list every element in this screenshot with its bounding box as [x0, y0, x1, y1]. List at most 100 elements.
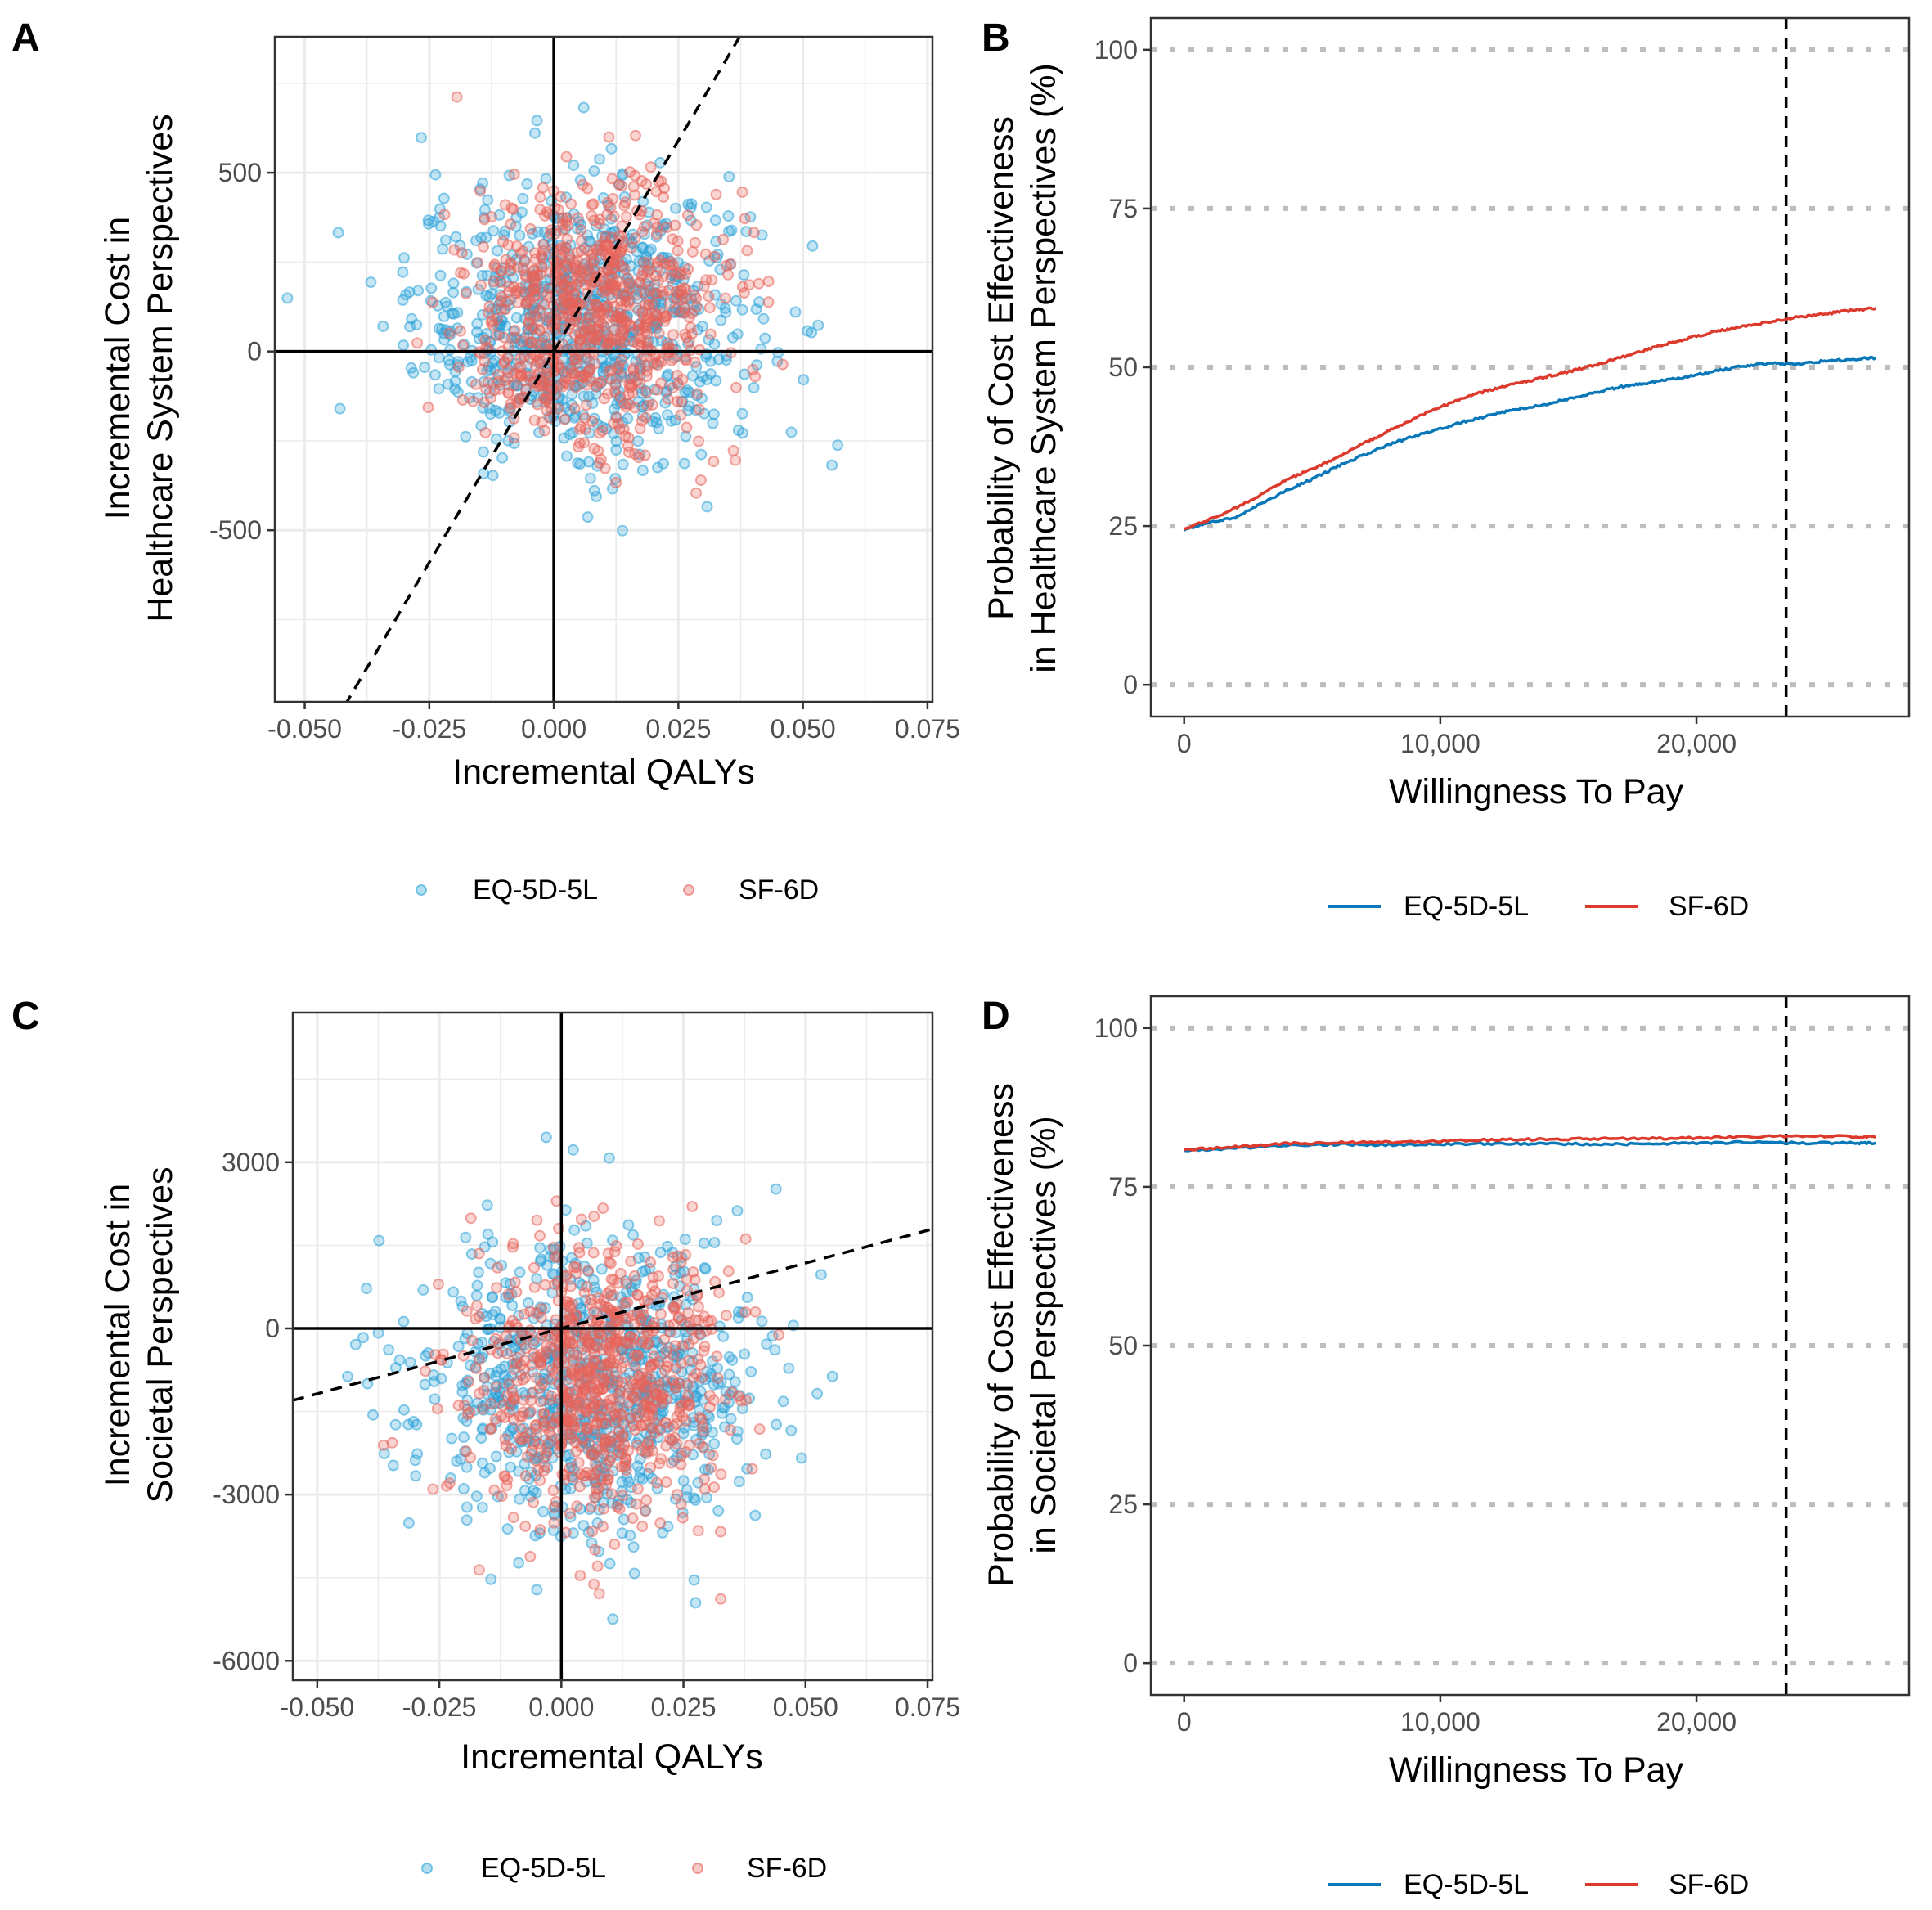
- scatter-point: [731, 1205, 744, 1217]
- scatter-point: [597, 1202, 609, 1214]
- scatter-point: [510, 312, 523, 324]
- panel-d-ceac: D Willingness To Pay Probability of Cost…: [982, 995, 1911, 1790]
- scatter-point: [524, 337, 537, 348]
- legend-a-sf6d-label: SF-6D: [739, 874, 819, 906]
- scatter-point: [712, 1372, 724, 1384]
- scatter-point: [451, 91, 463, 103]
- scatter-point: [708, 1481, 720, 1494]
- legend-d-sf6d-label: SF-6D: [1669, 1869, 1749, 1900]
- scatter-point: [601, 344, 613, 356]
- scatter-point: [535, 1395, 547, 1408]
- scatter-point: [437, 1348, 449, 1360]
- scatter-point: [377, 321, 389, 332]
- scatter-point: [628, 1359, 640, 1372]
- scatter-point: [547, 1485, 559, 1496]
- scatter-point: [427, 1483, 439, 1495]
- scatter-point: [609, 379, 622, 391]
- scatter-point: [461, 1305, 473, 1317]
- scatter-point: [674, 266, 686, 278]
- scatter-point: [802, 325, 814, 337]
- scatter-point: [470, 378, 483, 390]
- scatter-point: [694, 1359, 707, 1371]
- scatter-point: [602, 300, 613, 312]
- scatter-point: [789, 306, 802, 318]
- scatter-point: [629, 402, 641, 414]
- scatter-point: [622, 431, 635, 443]
- scatter-point: [576, 370, 587, 382]
- scatter-point: [559, 280, 572, 292]
- scatter-point: [722, 210, 735, 222]
- scatter-point: [632, 435, 645, 447]
- scatter-point: [537, 1377, 549, 1390]
- scatter-point: [365, 276, 377, 289]
- panel-c-xtick-label: 0.025: [651, 1692, 717, 1722]
- scatter-point: [679, 302, 691, 314]
- scatter-point: [692, 1353, 704, 1365]
- scatter-point: [671, 370, 683, 381]
- panel-b-ylabel-line2: in Healthcare System Perspectives (%): [1024, 63, 1063, 673]
- scatter-point: [524, 1490, 537, 1503]
- scatter-point: [502, 434, 514, 447]
- scatter-point: [690, 301, 703, 313]
- scatter-point: [511, 1351, 523, 1364]
- scatter-point: [604, 1285, 617, 1297]
- scatter-point: [651, 221, 663, 233]
- scatter-point: [715, 1526, 726, 1538]
- scatter-point: [771, 1418, 783, 1431]
- panel-a-xtick-label: 0.075: [895, 714, 960, 744]
- scatter-point: [452, 361, 465, 373]
- scatter-point: [746, 1463, 758, 1475]
- scatter-point: [597, 1344, 609, 1356]
- scatter-point: [420, 1365, 431, 1377]
- scatter-point: [681, 1284, 693, 1297]
- scatter-point: [672, 395, 684, 407]
- panel-c-border: [291, 1011, 934, 1682]
- scatter-point: [398, 252, 410, 264]
- scatter-point: [584, 472, 596, 484]
- scatter-point: [537, 182, 549, 194]
- panel-a-border: [273, 35, 934, 703]
- scatter-point: [745, 1366, 757, 1377]
- scatter-point: [411, 1448, 424, 1460]
- scatter-point: [528, 1485, 539, 1497]
- panel-a-plot-area: [275, 37, 932, 702]
- scatter-point: [627, 1229, 640, 1241]
- scatter-point: [479, 355, 491, 367]
- scatter-point: [672, 1311, 685, 1324]
- panel-a-xtick-label: 0.025: [645, 714, 711, 744]
- scatter-point: [581, 1405, 592, 1418]
- scatter-point: [587, 255, 600, 267]
- scatter-point: [535, 1311, 547, 1324]
- scatter-point: [658, 307, 670, 319]
- scatter-point: [614, 1335, 627, 1347]
- panel-d-ytick-label: 25: [1108, 1490, 1138, 1519]
- scatter-point: [398, 1315, 410, 1328]
- scatter-point: [662, 1356, 674, 1368]
- scatter-point: [548, 1517, 560, 1529]
- scatter-point: [676, 1366, 688, 1378]
- scatter-point: [679, 1234, 691, 1245]
- panel-d-xlabel: Willingness To Pay: [1389, 1750, 1684, 1790]
- scatter-point: [693, 435, 705, 447]
- scatter-point: [447, 286, 460, 299]
- scatter-point: [622, 1219, 635, 1231]
- panel-d-plot-area: [1151, 996, 1909, 1695]
- scatter-point: [505, 202, 518, 214]
- scatter-point: [550, 1495, 562, 1508]
- scatter-point: [516, 1434, 528, 1446]
- scatter-point: [478, 446, 489, 458]
- scatter-point: [425, 344, 438, 356]
- scatter-point: [614, 1385, 627, 1397]
- scatter-point: [620, 1464, 632, 1476]
- scatter-point: [717, 1330, 730, 1342]
- scatter-point: [652, 261, 664, 273]
- scatter-point: [633, 319, 645, 331]
- scatter-point: [473, 1310, 485, 1323]
- scatter-point: [580, 1389, 592, 1401]
- scatter-point: [412, 285, 425, 297]
- scatter-point: [685, 321, 697, 334]
- scatter-point: [476, 1457, 488, 1469]
- scatter-point: [586, 1526, 599, 1537]
- scatter-point: [606, 334, 618, 346]
- scatter-point: [769, 1344, 781, 1356]
